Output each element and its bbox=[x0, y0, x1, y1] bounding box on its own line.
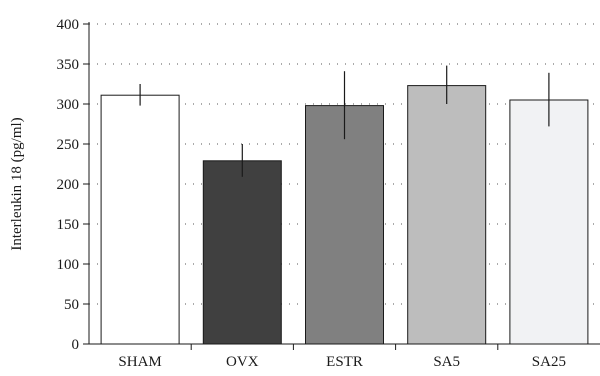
y-tick-label: 400 bbox=[57, 17, 80, 33]
bar-sa25 bbox=[509, 99, 589, 345]
y-tick-label: 250 bbox=[57, 137, 80, 153]
x-tick-label-ovx: OVX bbox=[226, 354, 259, 370]
y-tick-label: 350 bbox=[57, 57, 80, 73]
y-tick-label: 0 bbox=[72, 337, 80, 353]
x-tick-label-sa5: SA5 bbox=[433, 354, 460, 370]
x-tick-label-sham: SHAM bbox=[118, 354, 161, 370]
y-tick-labels: 0 50 100 150 200 250 300 350 400 bbox=[57, 17, 80, 353]
x-tick-label-estr: ESTR bbox=[326, 354, 363, 370]
y-axis-title: Interleukin 18 (pg/ml) bbox=[9, 117, 25, 250]
bar-sa5 bbox=[407, 85, 487, 345]
y-tick-label: 150 bbox=[57, 217, 80, 233]
y-tick-label: 100 bbox=[57, 257, 80, 273]
y-tick-label: 200 bbox=[57, 177, 80, 193]
bar-estr bbox=[305, 105, 384, 345]
y-tick-label: 300 bbox=[57, 97, 80, 113]
x-tick-labels: SHAM OVX ESTR SA5 SA25 bbox=[118, 354, 566, 370]
y-tick-label: 50 bbox=[64, 297, 79, 313]
bar-ovx bbox=[202, 160, 282, 345]
bar-sham bbox=[100, 94, 180, 345]
x-tick-label-sa25: SA25 bbox=[532, 354, 566, 370]
axes bbox=[83, 22, 600, 350]
error-bars bbox=[139, 65, 550, 177]
